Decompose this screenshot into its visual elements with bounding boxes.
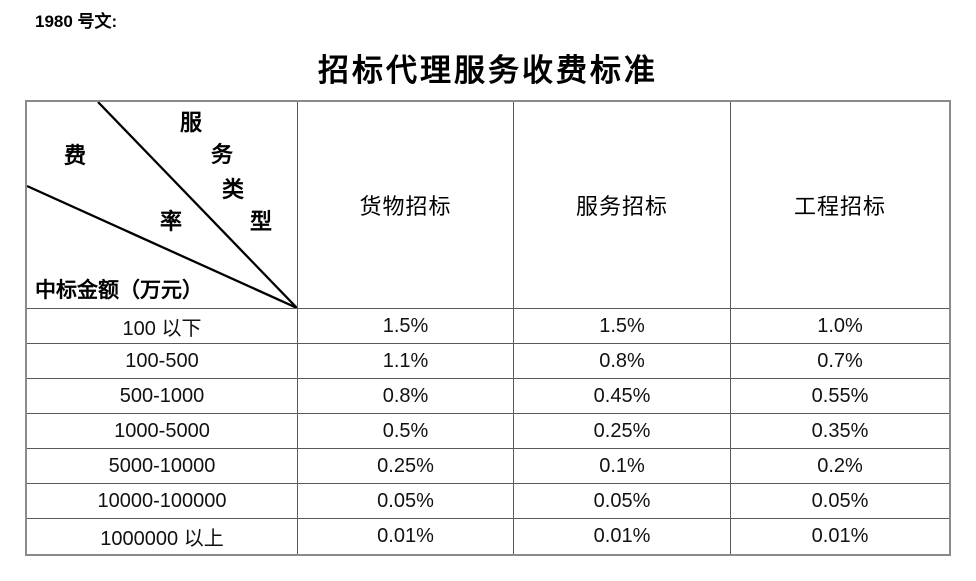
row-amount-label: 1000000 以上: [27, 519, 298, 554]
fee-cell: 0.35%: [731, 414, 949, 449]
row-amount-label: 5000-10000: [27, 449, 298, 484]
fee-cell: 0.25%: [298, 449, 514, 484]
fee-cell: 0.1%: [514, 449, 731, 484]
fee-cell: 0.5%: [298, 414, 514, 449]
corner-service-type-char: 型: [249, 209, 272, 234]
table-corner-cell: 服 务 类 型 费 率 中标金额（万元）: [27, 102, 298, 309]
corner-fee-rate-char: 率: [159, 209, 182, 234]
row-amount-label: 10000-100000: [27, 484, 298, 519]
corner-service-type-char: 务: [210, 142, 233, 167]
row-amount-label: 100-500: [27, 344, 298, 379]
column-header-services: 服务招标: [514, 102, 731, 309]
fee-cell: 0.01%: [811, 525, 869, 547]
fee-cell: 0.55%: [731, 379, 949, 414]
doc-ref-label: 1980 号文:: [35, 12, 118, 31]
fee-cell: 0.7%: [731, 344, 949, 379]
fee-table: 服 务 类 型 费 率 中标金额（万元） 货物招标 服务招标 工程招标 100 …: [25, 100, 951, 556]
diagonal-divider-lines: [27, 102, 297, 308]
fee-cell: 0.2%: [731, 449, 949, 484]
row-amount-label: 500-1000: [27, 379, 298, 414]
fee-cell: 0.45%: [514, 379, 731, 414]
fee-cell: 1.0%: [731, 309, 949, 344]
column-header-goods: 货物招标: [298, 102, 514, 309]
page-title: 招标代理服务收费标准: [318, 53, 658, 88]
fee-cell: 1.5%: [514, 309, 731, 344]
fee-cell: 1.5%: [298, 309, 514, 344]
row-amount-label: 1000-5000: [27, 414, 298, 449]
fee-cell: 0.25%: [514, 414, 731, 449]
column-header-works: 工程招标: [731, 102, 949, 309]
fee-cell: 0.01%: [514, 519, 731, 554]
fee-cell: 0.01%: [298, 519, 514, 554]
fee-cell: 0.05%: [514, 484, 731, 519]
fee-cell: 1.1%: [298, 344, 514, 379]
corner-service-type-char: 类: [221, 177, 244, 202]
fee-cell: 0.8%: [514, 344, 731, 379]
row-amount-label: 100 以下: [27, 309, 298, 344]
corner-amount-axis-label: 中标金额（万元）: [35, 278, 203, 302]
fee-cell: 0.05%: [731, 484, 949, 519]
corner-fee-rate-char: 费: [63, 143, 86, 168]
fee-cell: 0.05%: [298, 484, 514, 519]
fee-cell: 0.8%: [298, 379, 514, 414]
corner-service-type-char: 服: [179, 110, 202, 135]
